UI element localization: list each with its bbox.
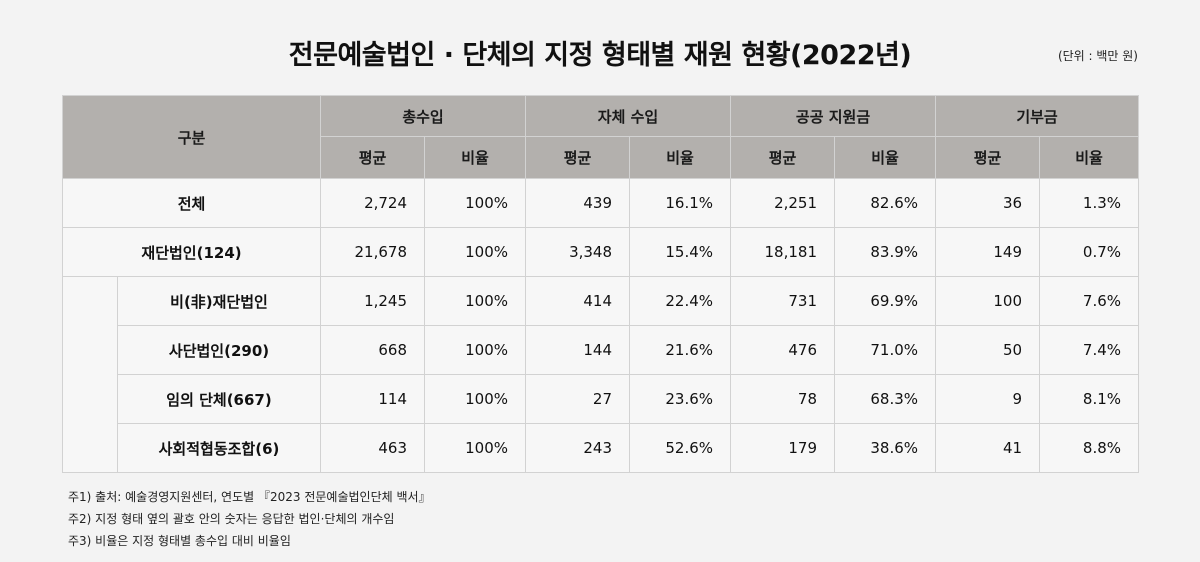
cell: 668 <box>320 325 426 375</box>
cell: 439 <box>525 178 631 228</box>
cell: 38.6% <box>834 423 937 473</box>
cell: 476 <box>730 325 836 375</box>
cell: 1.3% <box>1039 178 1140 228</box>
cell: 179 <box>730 423 836 473</box>
cell: 36 <box>935 178 1041 228</box>
header-row-sub: 평균 비율 평균 비율 평균 비율 평균 비율 <box>63 136 1140 179</box>
table-row: 비(非)재단법인 1,245 100% 414 22.4% 731 69.9% … <box>62 276 1140 473</box>
cell: 2,251 <box>730 178 836 228</box>
cell: 52.6% <box>629 423 732 473</box>
cell: 27 <box>525 374 631 424</box>
row-label: 임의 단체(667) <box>116 374 322 424</box>
cell: 22.4% <box>629 276 732 326</box>
cell: 2,724 <box>320 178 426 228</box>
cell: 7.4% <box>1039 325 1140 375</box>
cell: 8.8% <box>1039 423 1140 473</box>
row-label: 전체 <box>61 178 322 228</box>
header-sub: 평균 <box>730 136 836 179</box>
cell: 16.1% <box>629 178 732 228</box>
cell: 82.6% <box>834 178 937 228</box>
cell: 100% <box>424 423 527 473</box>
cell: 3,348 <box>525 227 631 277</box>
cell: 68.3% <box>834 374 937 424</box>
cell: 100% <box>424 374 527 424</box>
header-row-groups: 구분 총수입 자체 수입 공공 지원금 기부금 <box>61 95 1140 179</box>
header-group-own: 자체 수입 <box>525 95 732 137</box>
header-sub: 평균 <box>935 136 1041 179</box>
unit-label: (단위 : 백만 원) <box>1057 49 1138 63</box>
table-row: 전체 2,724 100% 439 16.1% 2,251 82.6% 36 1… <box>61 178 1140 228</box>
cell: 1,245 <box>320 276 426 326</box>
cell: 23.6% <box>629 374 732 424</box>
header-category: 구분 <box>61 95 322 179</box>
cell: 9 <box>935 374 1041 424</box>
cell: 100% <box>424 227 527 277</box>
table-row: 사단법인(290) 668 100% 144 21.6% 476 71.0% 5… <box>63 325 1140 375</box>
header-sub: 평균 <box>320 136 426 179</box>
cell: 243 <box>525 423 631 473</box>
header-sub: 비율 <box>1039 136 1140 179</box>
header-group-donation: 기부금 <box>935 95 1140 137</box>
cell: 15.4% <box>629 227 732 277</box>
cell: 144 <box>525 325 631 375</box>
footnote: 주1) 출처: 예술경영지원센터, 연도별 『2023 전문예술법인단체 백서』 <box>68 490 431 504</box>
cell: 21.6% <box>629 325 732 375</box>
cell: 69.9% <box>834 276 937 326</box>
cell: 414 <box>525 276 631 326</box>
cell: 100 <box>935 276 1041 326</box>
header-sub: 평균 <box>525 136 631 179</box>
cell: 50 <box>935 325 1041 375</box>
row-label: 재단법인(124) <box>61 227 322 277</box>
row-label: 사회적협동조합(6) <box>116 423 322 473</box>
cell: 83.9% <box>834 227 937 277</box>
cell: 7.6% <box>1039 276 1140 326</box>
cell: 41 <box>935 423 1041 473</box>
cell: 100% <box>424 178 527 228</box>
cell: 18,181 <box>730 227 836 277</box>
header-group-total: 총수입 <box>320 95 527 137</box>
header-group-public: 공공 지원금 <box>730 95 937 137</box>
finance-table: 구분 총수입 자체 수입 공공 지원금 기부금 평균 비율 평균 비율 평균 비… <box>61 95 1140 473</box>
row-label: 사단법인(290) <box>116 325 322 375</box>
cell: 100% <box>424 325 527 375</box>
cell: 149 <box>935 227 1041 277</box>
cell: 0.7% <box>1039 227 1140 277</box>
header-sub: 비율 <box>834 136 937 179</box>
cell: 100% <box>424 276 527 326</box>
footnotes: 주1) 출처: 예술경영지원센터, 연도별 『2023 전문예술법인단체 백서』… <box>68 486 431 552</box>
cell: 71.0% <box>834 325 937 375</box>
page-title: 전문예술법인 · 단체의 지정 형태별 재원 현황(2022년) <box>288 40 912 71</box>
cell: 21,678 <box>320 227 426 277</box>
cell: 8.1% <box>1039 374 1140 424</box>
header-sub: 비율 <box>424 136 527 179</box>
cell: 731 <box>730 276 836 326</box>
table-row: 재단법인(124) 21,678 100% 3,348 15.4% 18,181… <box>61 227 1140 277</box>
footnote: 주3) 비율은 지정 형태별 총수입 대비 비율임 <box>68 534 291 548</box>
table-row: 임의 단체(667) 114 100% 27 23.6% 78 68.3% 9 … <box>63 374 1140 424</box>
cell: 78 <box>730 374 836 424</box>
group-indent-block <box>62 276 118 473</box>
table-row: 사회적협동조합(6) 463 100% 243 52.6% 179 38.6% … <box>63 423 1140 473</box>
row-label: 비(非)재단법인 <box>116 276 322 326</box>
cell: 463 <box>320 423 426 473</box>
header-sub: 비율 <box>629 136 732 179</box>
footnote: 주2) 지정 형태 옆의 괄호 안의 숫자는 응답한 법인·단체의 개수임 <box>68 512 395 526</box>
cell: 114 <box>320 374 426 424</box>
